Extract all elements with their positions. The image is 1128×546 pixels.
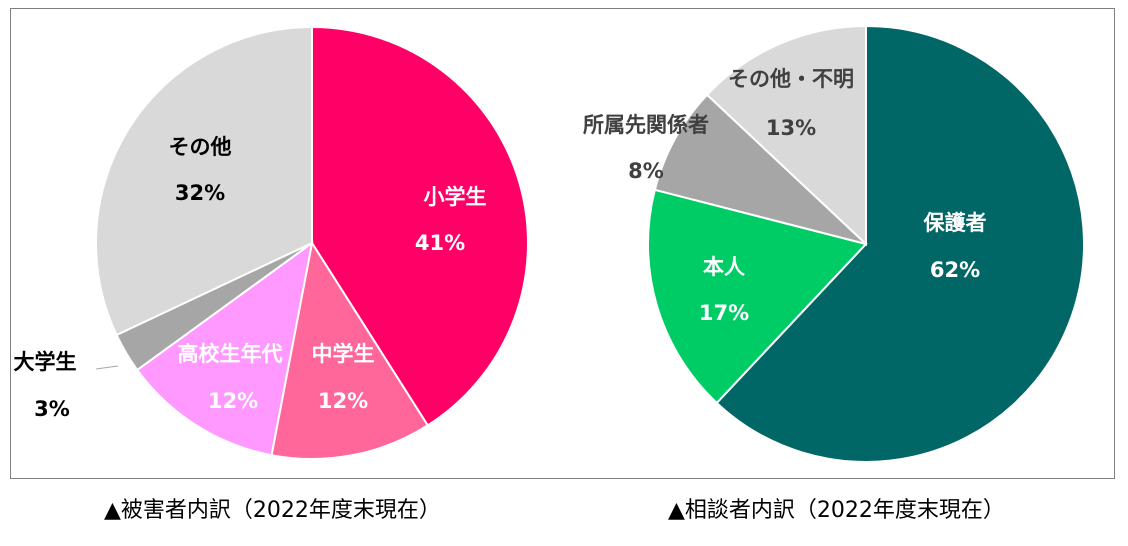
consultant-caption: ▲相談者内訳（2022年度末現在） [668, 498, 1005, 523]
slice-label: その他・不明 [728, 67, 854, 91]
slice-value: 32% [175, 181, 225, 205]
leader-line [95, 365, 119, 370]
chart-frame [10, 8, 1115, 479]
slice-label: 大学生 [14, 350, 77, 374]
slice-label: 小学生 [424, 185, 487, 209]
consultant-pie: 保護者 62% 本人 17% 所属先関係者 8% その他・不明 13% [583, 24, 1085, 463]
pie-slice [705, 24, 867, 247]
slice-value: 41% [415, 231, 465, 255]
pie-slice [653, 93, 867, 245]
slice-value: 17% [699, 301, 749, 325]
slice-label: 中学生 [312, 342, 375, 366]
slice-label: 本人 [703, 255, 745, 279]
pie-slice [647, 188, 868, 405]
pie-slice [715, 24, 1085, 463]
slice-label: 所属先関係者 [583, 113, 709, 137]
pie-slice [95, 25, 313, 337]
slice-value: 3% [34, 397, 70, 421]
victim-pie: 小学生 41% 中学生 12% 高校生年代 12% 大学生 3% その他 32% [14, 25, 529, 460]
slice-value: 8% [628, 159, 664, 183]
pie-slice [270, 240, 430, 460]
slice-value: 12% [318, 389, 368, 413]
slice-label: 保護者 [923, 211, 987, 235]
slice-value: 13% [766, 116, 816, 140]
victim-caption: ▲被害者内訳（2022年度末現在） [104, 498, 441, 523]
slice-value: 62% [930, 258, 980, 282]
slice-value: 12% [208, 389, 258, 413]
slice-label: その他 [169, 135, 232, 159]
pie-slice [135, 240, 314, 457]
slice-label: 高校生年代 [178, 342, 283, 366]
pie-slice [311, 25, 529, 427]
